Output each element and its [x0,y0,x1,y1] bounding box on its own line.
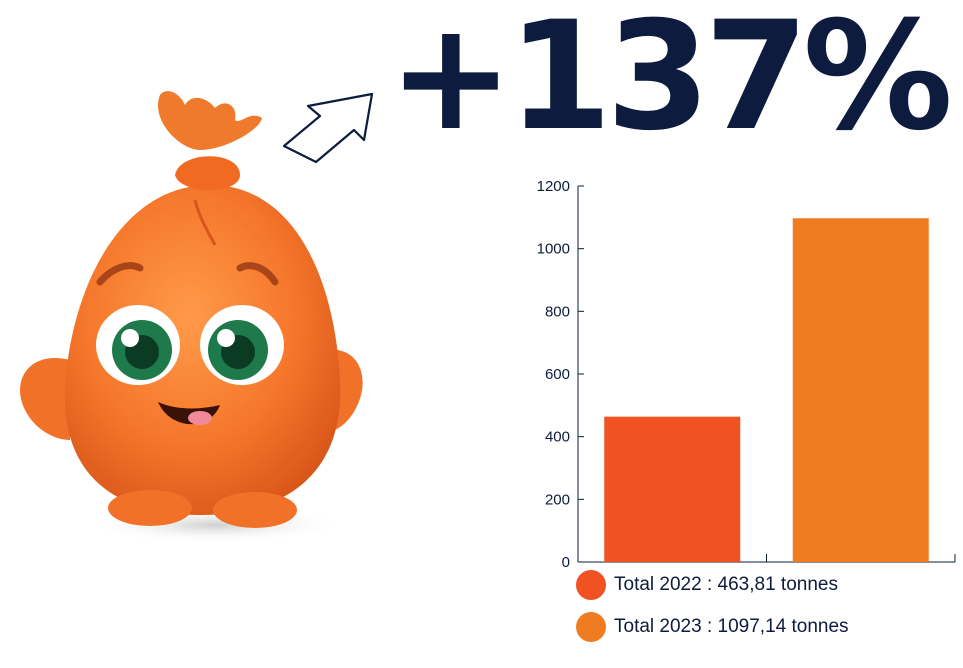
legend-item-2022: Total 2022 : 463,81 tonnes [576,570,838,600]
headline-percent: +137% [388,0,953,164]
bar-2022 [604,416,741,562]
y-tick-label: 1000 [537,241,570,258]
up-right-arrow-icon [282,92,374,164]
legend-swatch-2022 [576,570,606,600]
orange-bag-mascot-icon [20,91,363,543]
legend-swatch-2023 [576,612,606,642]
legend-item-2023: Total 2023 : 1097,14 tonnes [576,612,849,642]
legend: Total 2022 : 463,81 tonnes Total 2023 : … [576,570,956,650]
y-tick-label: 1200 [537,178,570,195]
y-tick-label: 400 [545,429,570,446]
y-tick-label: 600 [545,366,570,383]
legend-label-2022: Total 2022 : 463,81 tonnes [614,574,838,595]
y-tick-label: 0 [562,554,570,570]
bar-2023 [792,218,929,562]
y-tick-label: 200 [545,491,570,508]
y-tick-label: 800 [545,303,570,320]
bar-chart: 0 200 400 600 800 1000 1200 [537,178,956,570]
legend-label-2023: Total 2023 : 1097,14 tonnes [614,616,849,637]
